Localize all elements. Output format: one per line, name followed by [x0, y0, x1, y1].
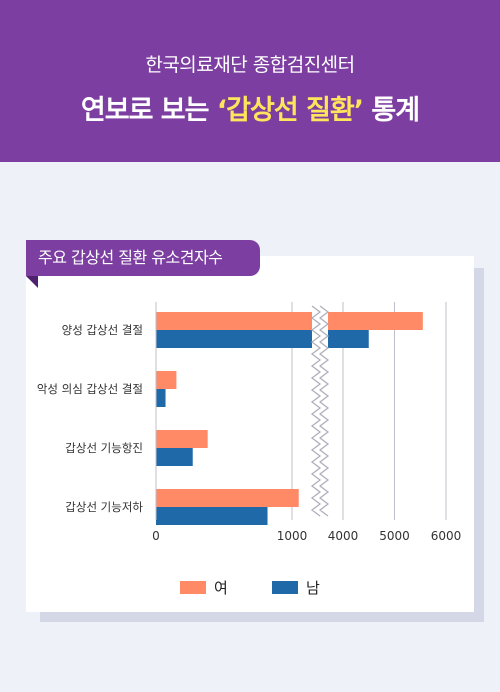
legend-label: 남: [306, 579, 320, 597]
bar-female: [156, 489, 299, 507]
axis-break-mark: [310, 305, 322, 517]
title-end: 통계: [363, 95, 420, 126]
x-tick-label: 1000: [277, 529, 308, 543]
bar-male: [156, 448, 193, 466]
legend-swatch: [272, 581, 298, 594]
category-label: 갑상선 기능저하: [65, 500, 143, 514]
category-label: 갑상선 기능항진: [65, 441, 143, 455]
page-title: 연보로 보는 ‘갑상선 질환’ 통계: [0, 88, 500, 127]
bar-female: [156, 312, 423, 330]
organization-name: 한국의료재단 종합검진센터: [145, 54, 355, 76]
chart-title: 주요 갑상선 질환 유소견자수: [26, 240, 260, 276]
x-tick-label: 6000: [431, 529, 462, 543]
bar-female: [156, 430, 208, 448]
category-label: 양성 갑상선 결절: [62, 323, 143, 337]
legend-label: 여: [214, 579, 228, 597]
bar-male: [156, 389, 166, 407]
bar-male: [156, 507, 268, 525]
category-label: 악성 의심 갑상선 결절: [37, 382, 143, 396]
legend-swatch: [180, 581, 206, 594]
header-banner: 한국의료재단 종합검진센터 연보로 보는 ‘갑상선 질환’ 통계: [0, 0, 500, 162]
bar-female: [156, 371, 177, 389]
title-main: 연보로 보는: [80, 95, 217, 126]
title-highlight: ‘갑상선 질환’: [216, 95, 364, 126]
axis-break-mark: [318, 305, 330, 517]
tag-fold: [26, 276, 38, 288]
bar-male: [156, 330, 369, 348]
x-tick-label: 0: [152, 529, 160, 543]
x-tick-label: 5000: [379, 529, 410, 543]
x-tick-label: 4000: [328, 529, 359, 543]
